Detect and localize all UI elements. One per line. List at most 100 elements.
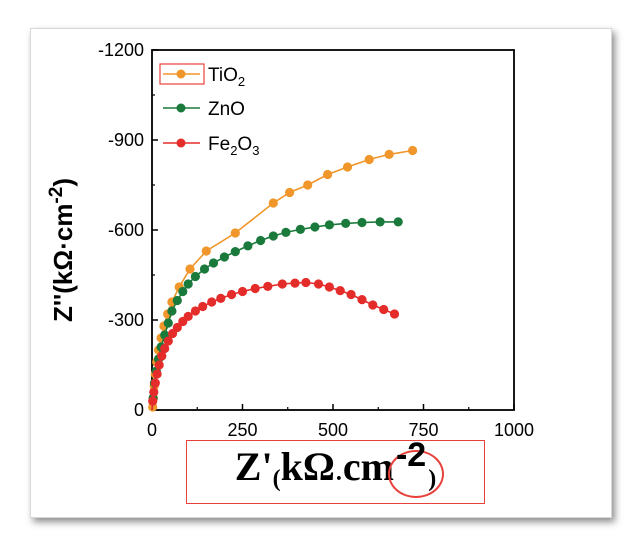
x-axis-label-sup-wrap: -2 xyxy=(387,436,444,498)
series-zno-point xyxy=(375,217,385,227)
legend-tio2-box xyxy=(159,63,205,85)
series-fe2o3-point xyxy=(313,279,324,289)
series-tio2-point xyxy=(342,162,353,172)
series-fe2o3-point xyxy=(379,304,389,315)
series-zno-point xyxy=(243,241,253,251)
series-zno-point xyxy=(190,271,200,282)
chart-frame xyxy=(30,28,612,518)
series-fe2o3-point xyxy=(163,336,173,346)
series-fe2o3-point xyxy=(227,289,237,300)
series-fe2o3-point xyxy=(183,311,193,321)
y-axis-label-sup: -2 xyxy=(46,187,67,204)
series-tio2-point xyxy=(230,228,240,238)
series-fe2o3-point xyxy=(357,295,367,305)
x-axis-label-sup: -2 xyxy=(395,436,427,474)
x-axis-label-sup-circle xyxy=(387,450,444,498)
legend-fe2o3-label: Fe2O3 xyxy=(208,134,259,158)
legend-fe2o3-mid: O xyxy=(237,134,252,155)
x-axis-ticks: 0 250 500 750 1000 xyxy=(147,404,534,440)
series-fe2o3-point xyxy=(154,360,164,370)
series-tio2-point xyxy=(364,154,374,165)
series-fe2o3-point xyxy=(172,322,182,333)
x-axis-label-unit: kΩ xyxy=(280,444,335,489)
series-fe2o3-point xyxy=(216,293,226,303)
series-zno-point xyxy=(341,218,351,228)
series-zno-point xyxy=(310,222,320,232)
series-zno-point xyxy=(199,264,210,274)
x-tick-label: 0 xyxy=(147,420,157,440)
series-tio2-point xyxy=(285,187,295,198)
series-zno-point xyxy=(393,217,403,227)
plot-area-border xyxy=(151,49,515,411)
series-tio2-point xyxy=(185,264,195,274)
legend-fe2o3-marker xyxy=(176,138,186,148)
series-fe2o3-point xyxy=(250,283,260,294)
series-fe2o3 xyxy=(148,277,400,411)
series-fe2o3-point xyxy=(290,278,300,288)
legend-fe2o3-name: Fe xyxy=(208,134,230,155)
x-tick-label: 250 xyxy=(227,420,257,440)
series-tio2-point xyxy=(323,169,333,180)
series-zno-point xyxy=(163,318,173,328)
series-fe2o3-point xyxy=(335,286,345,296)
series-fe2o3-point xyxy=(277,279,287,289)
x-tick-label: 500 xyxy=(318,420,348,440)
series-fe2o3-point xyxy=(190,306,200,316)
y-axis-label-close: ) xyxy=(48,178,78,187)
y-tick-label: -300 xyxy=(108,310,144,330)
series-zno-point xyxy=(281,227,291,237)
series-fe2o3-point xyxy=(346,289,356,300)
series-tio2 xyxy=(148,145,418,412)
legend-fe2o3-sub1: 2 xyxy=(230,143,237,158)
series-zno-point xyxy=(183,279,193,289)
series-fe2o3-point xyxy=(389,309,400,319)
series-zno-point xyxy=(324,220,334,230)
series-zno-point xyxy=(268,231,278,241)
y-tick-label: -1200 xyxy=(98,40,144,60)
series-zno xyxy=(148,217,403,411)
series-zno-point xyxy=(295,224,305,234)
legend-zno-label: ZnO xyxy=(208,99,245,120)
series-zno-point xyxy=(357,217,367,228)
series-fe2o3-point xyxy=(207,297,217,307)
series-zno-point xyxy=(167,306,177,316)
x-axis-label-highlight-box xyxy=(186,440,485,504)
series-fe2o3-point xyxy=(149,387,159,397)
series-zno-point xyxy=(172,295,182,306)
legend-fe2o3-sub2: 3 xyxy=(252,143,259,158)
x-axis-label-dot: · xyxy=(334,466,343,492)
series-zno-point xyxy=(208,258,219,268)
series-fe2o3-point xyxy=(160,343,170,354)
series-fe2o3-point xyxy=(263,281,273,291)
series-zno-point xyxy=(230,247,240,257)
legend-tio2-name: TiO xyxy=(208,65,238,86)
legend: TiO2 ZnO Fe2O3 xyxy=(159,63,259,158)
series-zno-point xyxy=(219,252,229,262)
legend-zno-name: ZnO xyxy=(208,99,245,120)
series-fe2o3-point xyxy=(157,351,167,361)
y-axis-label: Z''(kΩ·cm-2) xyxy=(46,178,78,322)
series-zno-point xyxy=(256,235,266,246)
x-axis-label-main: Z' xyxy=(234,444,273,489)
x-axis-label: Z'(kΩ·cm -2) xyxy=(186,436,485,507)
y-axis-label-main: Z''(kΩ·cm xyxy=(48,204,78,322)
y-tick-label: -600 xyxy=(108,220,144,240)
series-fe2o3-point xyxy=(152,369,162,379)
legend-tio2-label: TiO2 xyxy=(208,65,245,89)
series-tio2-point xyxy=(303,180,313,190)
series-layer xyxy=(148,145,418,412)
series-tio2-point xyxy=(268,198,278,208)
series-tio2-point xyxy=(384,149,394,159)
y-axis-ticks: 0 -300 -600 -900 -1200 xyxy=(98,40,158,420)
series-tio2-point xyxy=(408,145,418,156)
series-fe2o3-point xyxy=(198,301,208,312)
series-fe2o3-point xyxy=(237,286,248,297)
x-axis-label-paren-open: ( xyxy=(272,466,281,492)
series-fe2o3-point xyxy=(324,282,334,292)
series-fe2o3-point xyxy=(148,396,158,406)
series-fe2o3-point xyxy=(368,300,378,310)
x-tick-label: 750 xyxy=(408,420,438,440)
legend-tio2-marker xyxy=(176,69,186,79)
legend-tio2-sub: 2 xyxy=(238,74,245,89)
